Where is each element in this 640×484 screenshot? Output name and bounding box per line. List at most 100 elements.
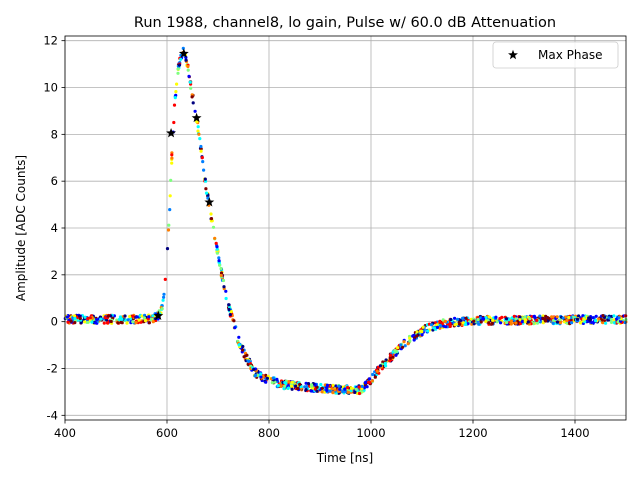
data-point xyxy=(298,382,302,386)
data-point xyxy=(420,330,424,334)
y-tick-label: 2 xyxy=(51,268,58,282)
data-point xyxy=(505,320,509,325)
data-point xyxy=(487,315,491,319)
data-point xyxy=(449,317,453,322)
data-point xyxy=(391,355,395,359)
data-point xyxy=(69,319,73,323)
data-point xyxy=(191,101,195,105)
x-tick-label: 1000 xyxy=(356,426,385,440)
data-point xyxy=(581,314,585,318)
data-point xyxy=(552,318,556,322)
max-phase-star xyxy=(166,127,177,138)
data-point xyxy=(590,321,594,325)
data-point xyxy=(402,340,406,344)
data-point xyxy=(354,387,358,391)
data-point xyxy=(232,319,236,323)
legend-label: Max Phase xyxy=(538,48,602,62)
data-point xyxy=(442,324,446,328)
data-point xyxy=(371,372,375,377)
data-point xyxy=(73,321,77,325)
data-point xyxy=(290,387,294,391)
data-point xyxy=(246,359,250,363)
data-point xyxy=(532,314,536,319)
data-point xyxy=(341,389,345,394)
data-point xyxy=(420,333,424,337)
grid-lines xyxy=(64,36,626,420)
data-point xyxy=(233,326,237,330)
data-point xyxy=(518,318,522,322)
data-point xyxy=(78,316,82,321)
data-point xyxy=(570,321,574,325)
data-point xyxy=(365,385,369,389)
data-point xyxy=(186,68,190,72)
data-point xyxy=(120,317,124,321)
data-point xyxy=(199,144,203,149)
data-point xyxy=(172,120,176,125)
data-point xyxy=(168,208,172,212)
data-point xyxy=(388,356,392,360)
data-point xyxy=(415,334,419,338)
data-point xyxy=(109,314,113,318)
data-point xyxy=(169,178,173,182)
data-point xyxy=(195,120,199,124)
data-point xyxy=(170,156,174,160)
data-point xyxy=(176,71,180,75)
data-point xyxy=(94,321,98,325)
data-point xyxy=(215,247,219,251)
data-point xyxy=(461,316,465,320)
data-point xyxy=(135,315,139,319)
data-point xyxy=(406,342,410,346)
data-point xyxy=(320,386,324,390)
data-point xyxy=(315,385,319,389)
data-point xyxy=(389,353,393,357)
data-point xyxy=(131,320,135,324)
data-point xyxy=(259,372,263,376)
data-point xyxy=(264,380,268,384)
data-point xyxy=(184,58,188,62)
data-point xyxy=(103,316,107,320)
max-phase-star xyxy=(191,112,202,123)
data-point xyxy=(421,325,425,329)
data-point xyxy=(325,388,329,392)
data-point xyxy=(477,322,481,326)
data-point xyxy=(582,317,586,321)
data-point xyxy=(384,364,388,368)
data-point xyxy=(337,384,341,388)
data-point xyxy=(217,256,221,260)
data-point xyxy=(215,245,219,249)
y-tick-label: 12 xyxy=(43,34,58,48)
data-point xyxy=(168,194,172,198)
data-point xyxy=(367,377,372,381)
data-point xyxy=(73,314,77,318)
data-point xyxy=(196,125,200,129)
data-point xyxy=(338,387,342,391)
data-point xyxy=(227,307,231,312)
data-point xyxy=(535,321,540,325)
data-point xyxy=(83,315,87,319)
max-phase-star xyxy=(153,310,164,321)
data-point xyxy=(349,386,353,390)
data-point xyxy=(357,385,361,389)
data-point xyxy=(174,90,178,94)
data-point xyxy=(491,318,495,322)
data-point xyxy=(464,316,468,320)
x-tick-label: 1400 xyxy=(560,426,589,440)
data-point xyxy=(128,314,132,319)
data-point xyxy=(514,317,518,321)
x-tick-label: 600 xyxy=(156,426,178,440)
data-point xyxy=(151,320,155,324)
data-point xyxy=(443,319,447,323)
data-point xyxy=(544,314,548,318)
data-point xyxy=(181,46,185,51)
data-point xyxy=(487,321,491,325)
data-point xyxy=(190,95,194,99)
y-tick-label: 8 xyxy=(51,127,58,141)
data-point xyxy=(209,212,213,216)
data-point xyxy=(546,319,550,323)
data-point xyxy=(95,318,99,322)
data-point xyxy=(66,320,70,324)
data-point xyxy=(346,390,350,394)
data-point xyxy=(346,385,350,390)
data-point xyxy=(587,316,591,320)
y-tick-label: 6 xyxy=(51,174,58,188)
